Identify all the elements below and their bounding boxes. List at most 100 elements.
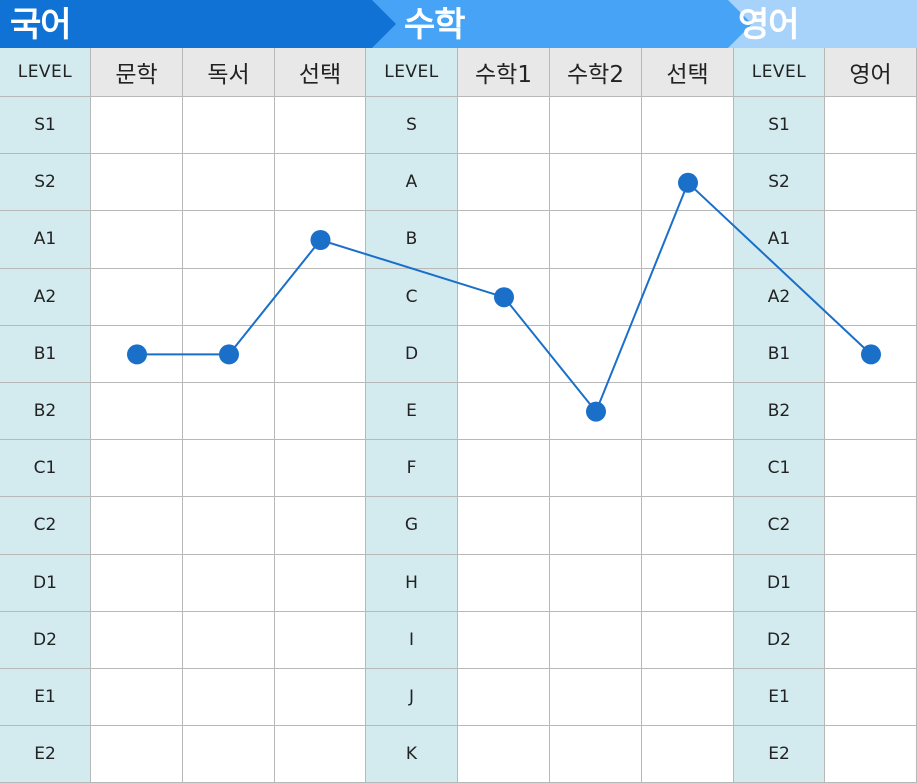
grid-cell [642,154,734,212]
grid-cell [825,669,917,727]
level-label: S2 [0,154,91,212]
grid-cell [183,554,275,612]
table-row: D1 H D1 [0,554,917,612]
table-row: B2 E B2 [0,383,917,441]
level-column-header: LEVEL [366,48,458,97]
grid-cell [458,268,550,326]
level-label: D1 [734,554,825,612]
grid-cell [458,325,550,383]
level-label: D2 [0,611,91,669]
table-row: D2 I D2 [0,611,917,669]
table-row: C2 G C2 [0,497,917,555]
grid-cell [275,154,366,212]
grid-cell [91,554,183,612]
level-label: E1 [0,669,91,727]
grid-cell [550,154,642,212]
grid-cell [550,211,642,269]
grid-cell [825,268,917,326]
table-row: A2 C A2 [0,268,917,326]
subject-column-header: 문학 [91,48,183,97]
grid-cell [825,440,917,498]
level-label: C [366,268,458,326]
grid-cell [275,611,366,669]
grid-cell [825,154,917,212]
grid-cell [183,211,275,269]
grid-cell [825,726,917,783]
grid-cell [91,383,183,441]
header-row: LEVEL 문학 독서 선택 LEVEL 수학1 수학2 선택 LEVEL 영어 [0,48,917,97]
table-row: S1 S S1 [0,97,917,155]
level-label: C1 [734,440,825,498]
level-label: S1 [0,97,91,155]
grid-cell [825,383,917,441]
grid-cell [825,325,917,383]
grid-cell [550,325,642,383]
grid-cell [91,669,183,727]
level-column-header: LEVEL [0,48,91,97]
level-label: B1 [734,325,825,383]
grid-cell [458,440,550,498]
subject-column-header: 수학1 [458,48,550,97]
grid-cell [275,554,366,612]
grid-cell [642,97,734,155]
grid-cell [825,611,917,669]
subject-column-header: 선택 [275,48,366,97]
grid-cell [458,383,550,441]
subject-column-header: 독서 [183,48,275,97]
level-label: F [366,440,458,498]
table-row: B1 D B1 [0,325,917,383]
table-row: C1 F C1 [0,440,917,498]
grid-cell [550,440,642,498]
grid-cell [642,211,734,269]
grid-cell [825,211,917,269]
grid-cell [642,726,734,783]
grid-cell [275,669,366,727]
grid-cell [183,497,275,555]
table-row: E1 J E1 [0,669,917,727]
level-label: A2 [734,268,825,326]
english-title: 영어 [738,5,800,45]
grid-cell [183,383,275,441]
grid-cell [183,268,275,326]
grid-cell [183,726,275,783]
level-label: S1 [734,97,825,155]
grid-cell [275,726,366,783]
grid-cell [642,325,734,383]
level-label: B [366,211,458,269]
level-label: E2 [734,726,825,783]
grid-cell [275,268,366,326]
level-label: E2 [0,726,91,783]
level-column-header: LEVEL [734,48,825,97]
subject-column-header: 수학2 [550,48,642,97]
grid-cell [91,154,183,212]
grid-cell [275,325,366,383]
grid-cell [183,669,275,727]
grid-cell [550,669,642,727]
level-label: D2 [734,611,825,669]
table-row: S2 A S2 [0,154,917,212]
subject-column-header: 영어 [825,48,917,97]
level-label: B1 [0,325,91,383]
level-label: I [366,611,458,669]
grid-cell [550,611,642,669]
math-title: 수학 [404,5,466,45]
level-label: G [366,497,458,555]
grid-cell [91,268,183,326]
grid-cell [550,726,642,783]
level-label: A1 [0,211,91,269]
grid-cell [458,211,550,269]
grid-cell [550,383,642,441]
grid-cell [275,440,366,498]
grid-cell [458,154,550,212]
grid-cell [642,497,734,555]
grid-cell [825,497,917,555]
grid-cell [91,211,183,269]
grid-cell [183,611,275,669]
subject-column-header: 선택 [642,48,734,97]
level-label: C2 [0,497,91,555]
grid-cell [550,97,642,155]
grid-cell [642,669,734,727]
level-label: E1 [734,669,825,727]
grid-cell [825,97,917,155]
grid-cell [91,726,183,783]
